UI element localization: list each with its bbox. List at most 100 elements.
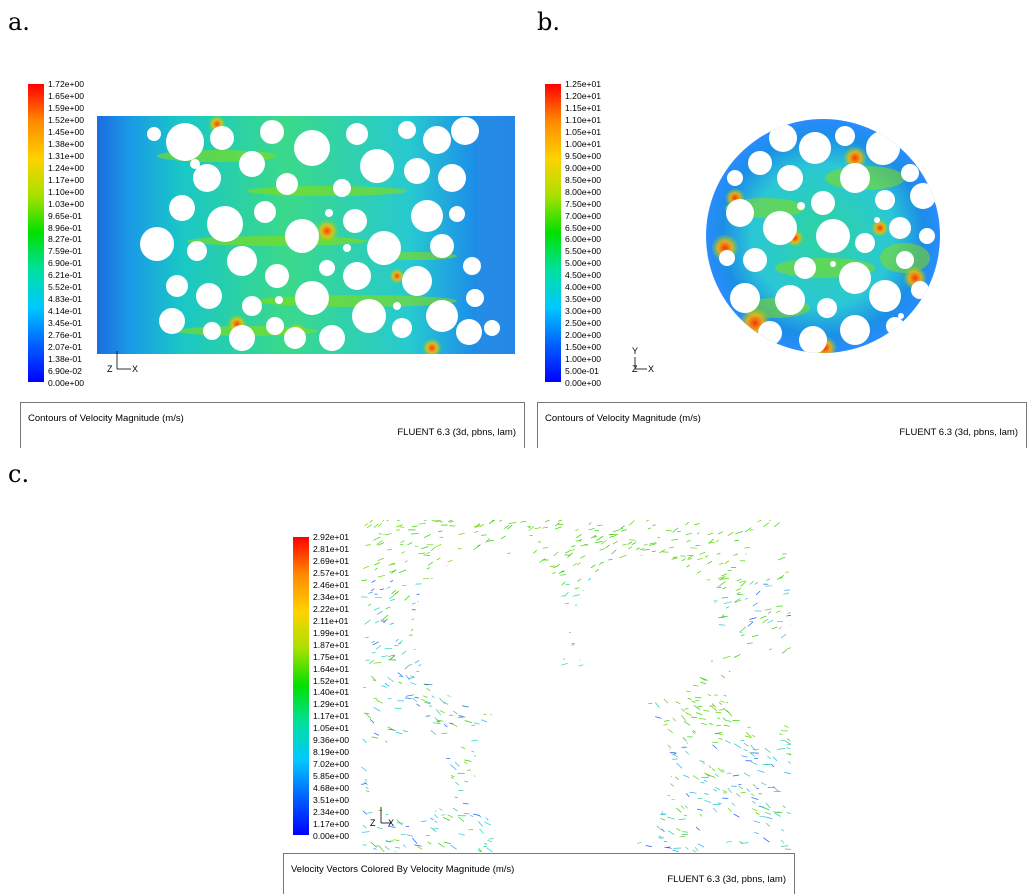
- colorbar-tick-label: 1.72e+00: [48, 80, 84, 89]
- colorbar-tick-label: 1.87e+01: [313, 641, 349, 650]
- colorbar-tick-label: 1.75e+01: [313, 653, 349, 662]
- panel-c-vector-plot: [361, 520, 791, 852]
- panel-b-axis-triad: Y Z X: [623, 345, 663, 381]
- panel-a-axis-triad: Z X: [97, 345, 137, 381]
- colorbar-tick-label: 2.57e+01: [313, 569, 349, 578]
- colorbar-tick-label: 1.17e+01: [313, 712, 349, 721]
- panel-c-axis-z: Z: [370, 818, 376, 828]
- colorbar-tick-label: 1.64e+01: [313, 665, 349, 674]
- panel-b-software: FLUENT 6.3 (3d, pbns, lam): [899, 427, 1018, 438]
- panel-a-software: FLUENT 6.3 (3d, pbns, lam): [397, 427, 516, 438]
- panel-b-contour-plot: [705, 118, 941, 354]
- colorbar-tick-label: 4.14e-01: [48, 307, 82, 316]
- panel-a-caption-box: Contours of Velocity Magnitude (m/s) FLU…: [20, 402, 525, 448]
- colorbar-tick-label: 8.19e+00: [313, 748, 349, 757]
- colorbar-tick-label: 2.76e-01: [48, 331, 82, 340]
- panel-letter-c: c.: [8, 460, 29, 488]
- panel-b-axis-x: X: [648, 364, 654, 374]
- colorbar-tick-label: 9.00e+00: [565, 164, 601, 173]
- panel-c-caption-box: Velocity Vectors Colored By Velocity Mag…: [283, 853, 795, 894]
- colorbar-tick-label: 7.02e+00: [313, 760, 349, 769]
- colorbar-tick-label: 3.45e-01: [48, 319, 82, 328]
- colorbar-tick-label: 1.31e+00: [48, 152, 84, 161]
- colorbar-tick-label: 6.00e+00: [565, 235, 601, 244]
- colorbar-tick-label: 2.69e+01: [313, 557, 349, 566]
- colorbar-tick-label: 1.17e+00: [48, 176, 84, 185]
- colorbar-tick-label: 2.92e+01: [313, 533, 349, 542]
- colorbar-tick-label: 4.50e+00: [565, 271, 601, 280]
- colorbar-tick-label: 1.00e+00: [565, 355, 601, 364]
- colorbar-tick-label: 6.50e+00: [565, 224, 601, 233]
- colorbar-tick-label: 1.52e+01: [313, 677, 349, 686]
- colorbar-tick-label: 9.65e-01: [48, 212, 82, 221]
- colorbar-tick-label: 8.00e+00: [565, 188, 601, 197]
- colorbar-tick-label: 1.40e+01: [313, 688, 349, 697]
- colorbar-tick-label: 5.00e+00: [565, 259, 601, 268]
- panel-letter-a: a.: [8, 8, 30, 36]
- colorbar-tick-label: 9.50e+00: [565, 152, 601, 161]
- colorbar-tick-label: 1.38e+00: [48, 140, 84, 149]
- colorbar-tick-label: 1.15e+01: [565, 104, 601, 113]
- colorbar-tick-label: 7.00e+00: [565, 212, 601, 221]
- colorbar-tick-label: 4.68e+00: [313, 784, 349, 793]
- colorbar-tick-label: 1.03e+00: [48, 200, 84, 209]
- colorbar-tick-label: 7.59e-01: [48, 247, 82, 256]
- colorbar-tick-label: 2.81e+01: [313, 545, 349, 554]
- colorbar-tick-label: 3.51e+00: [313, 796, 349, 805]
- panel-a-colorbar: [28, 84, 44, 382]
- colorbar-tick-label: 2.34e+00: [313, 808, 349, 817]
- colorbar-tick-label: 8.27e-01: [48, 235, 82, 244]
- colorbar-tick-label: 5.85e+00: [313, 772, 349, 781]
- colorbar-tick-label: 0.00e+00: [565, 379, 601, 388]
- colorbar-tick-label: 2.07e-01: [48, 343, 82, 352]
- colorbar-tick-label: 5.52e-01: [48, 283, 82, 292]
- panel-a-axis-x: X: [132, 364, 138, 374]
- colorbar-tick-label: 2.11e+01: [313, 617, 348, 626]
- colorbar-tick-label: 2.00e+00: [565, 331, 601, 340]
- colorbar-tick-label: 4.00e+00: [565, 283, 601, 292]
- colorbar-tick-label: 2.46e+01: [313, 581, 349, 590]
- colorbar-tick-label: 0.00e+00: [313, 832, 349, 841]
- colorbar-tick-label: 3.00e+00: [565, 307, 601, 316]
- colorbar-tick-label: 1.38e-01: [48, 355, 82, 364]
- panel-a-axis-z: Z: [107, 364, 113, 374]
- colorbar-tick-label: 8.50e+00: [565, 176, 601, 185]
- colorbar-tick-label: 5.00e-01: [565, 367, 599, 376]
- panel-b-caption: Contours of Velocity Magnitude (m/s): [545, 413, 701, 424]
- colorbar-tick-label: 1.17e+00: [313, 820, 349, 829]
- panel-c-figure: 2.92e+01 2.81e+01 2.69e+01 2.57e+01 2.46e+01…: [283, 520, 795, 893]
- panel-b-colorbar: [545, 84, 561, 382]
- colorbar-tick-label: 1.59e+00: [48, 104, 84, 113]
- colorbar-tick-label: 1.99e+01: [313, 629, 349, 638]
- panel-c-axis-x: X: [388, 818, 394, 828]
- colorbar-tick-label: 1.10e+01: [565, 116, 601, 125]
- colorbar-tick-label: 6.90e-01: [48, 259, 82, 268]
- colorbar-tick-label: 8.96e-01: [48, 224, 82, 233]
- panel-c-colorbar: [293, 537, 309, 835]
- panel-c-caption: Velocity Vectors Colored By Velocity Mag…: [291, 864, 514, 875]
- colorbar-tick-label: 1.52e+00: [48, 116, 84, 125]
- panel-b-axis-y: Y: [632, 346, 638, 356]
- colorbar-tick-label: 1.45e+00: [48, 128, 84, 137]
- colorbar-tick-label: 1.25e+01: [565, 80, 601, 89]
- colorbar-tick-label: 1.00e+01: [565, 140, 601, 149]
- colorbar-tick-label: 5.50e+00: [565, 247, 601, 256]
- colorbar-tick-label: 1.05e+01: [313, 724, 349, 733]
- colorbar-tick-label: 1.65e+00: [48, 92, 84, 101]
- colorbar-tick-label: 1.29e+01: [313, 700, 349, 709]
- colorbar-tick-label: 2.22e+01: [313, 605, 349, 614]
- colorbar-tick-label: 3.50e+00: [565, 295, 601, 304]
- colorbar-tick-label: 6.21e-01: [48, 271, 82, 280]
- colorbar-tick-label: 1.05e+01: [565, 128, 601, 137]
- panel-c-axis-triad: Z X: [357, 797, 397, 833]
- colorbar-tick-label: 4.83e-01: [48, 295, 82, 304]
- colorbar-tick-label: 2.34e+01: [313, 593, 349, 602]
- colorbar-tick-label: 2.50e+00: [565, 319, 601, 328]
- colorbar-tick-label: 9.36e+00: [313, 736, 349, 745]
- colorbar-tick-label: 0.00e+00: [48, 379, 84, 388]
- colorbar-tick-label: 1.10e+00: [48, 188, 84, 197]
- panel-a-caption: Contours of Velocity Magnitude (m/s): [28, 413, 184, 424]
- panel-c-software: FLUENT 6.3 (3d, pbns, lam): [667, 874, 786, 885]
